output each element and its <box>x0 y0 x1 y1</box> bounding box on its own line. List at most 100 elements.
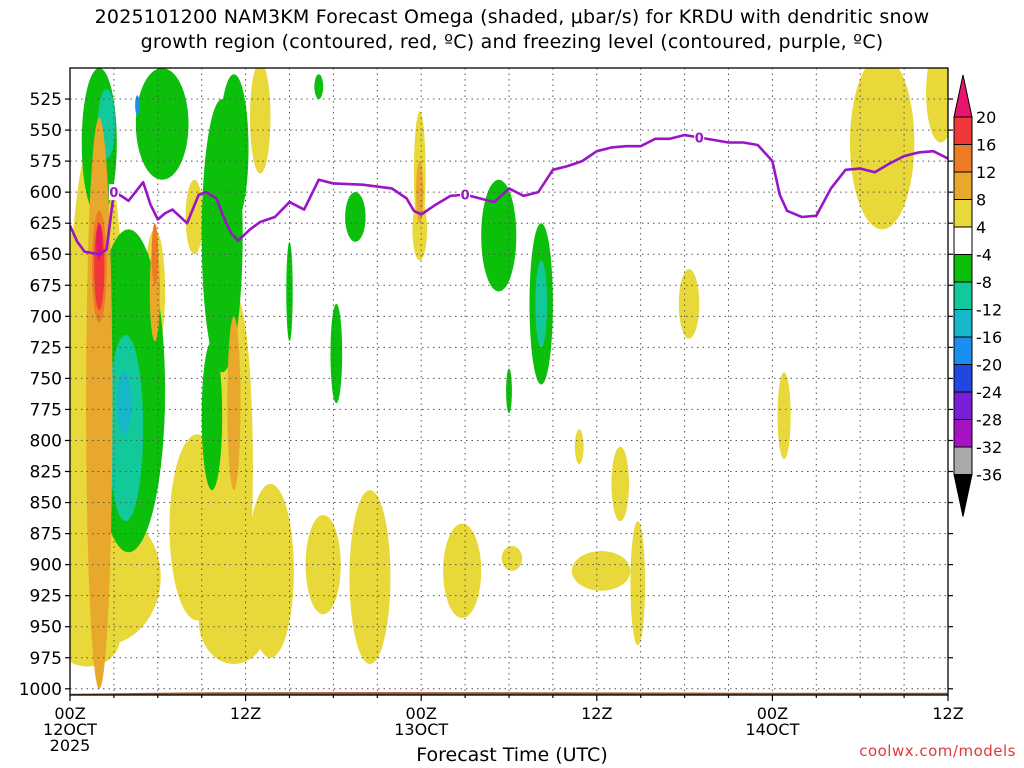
omega-region-4-12 <box>501 546 523 571</box>
freezing-level-label-bg <box>460 186 471 203</box>
omega-region-20-50 <box>96 223 103 261</box>
y-tick-label: 750 <box>30 369 62 389</box>
omega-region-4-18 <box>777 372 791 460</box>
x-tick-label: 14OCT <box>745 720 799 739</box>
omega-region-4-21 <box>249 68 271 174</box>
x-tick-label: 12OCT <box>43 720 97 739</box>
colorbar-label: -4 <box>976 246 992 265</box>
omega-region--4-26 <box>219 74 249 224</box>
colorbar-label: 12 <box>976 163 996 182</box>
x-tick-label: 2025 <box>50 736 91 755</box>
y-tick-label: 850 <box>30 494 62 514</box>
omega-region-4-8 <box>247 483 294 658</box>
x-tick-label: 00Z <box>757 704 788 723</box>
colorbar-segment <box>953 391 973 420</box>
y-tick-label: 900 <box>30 556 62 576</box>
x-tick-label: 12Z <box>581 704 612 723</box>
omega-region-12-48 <box>151 223 159 286</box>
omega-region-8-45 <box>227 316 241 491</box>
omega-region-8-46 <box>416 161 424 224</box>
x-tick-label: 12Z <box>230 704 261 723</box>
y-tick-label: 975 <box>30 649 62 669</box>
freezing-level-label-bg <box>694 129 705 146</box>
x-tick-label: 00Z <box>406 704 437 723</box>
x-tick-label: 00Z <box>54 704 85 723</box>
x-tick-label: 13OCT <box>394 720 448 739</box>
omega-region-8-43 <box>86 117 113 689</box>
x-tick-label: 12Z <box>932 704 963 723</box>
y-tick-label: 775 <box>30 400 62 420</box>
omega-region-4-23 <box>926 68 948 143</box>
omega-region-4-17 <box>678 269 700 339</box>
colorbar-segment <box>953 309 973 338</box>
y-tick-label: 675 <box>30 276 62 296</box>
colorbar-segment <box>953 144 973 173</box>
y-tick-label: 550 <box>30 121 62 141</box>
omega-region-4-10 <box>349 490 391 664</box>
colorbar-bottom-triangle <box>953 474 973 517</box>
colorbar-label: -16 <box>976 328 1002 347</box>
terrain-surface <box>70 692 948 695</box>
omega-region--16-42 <box>135 95 140 116</box>
colorbar-label: -32 <box>976 438 1002 457</box>
gridlines <box>70 68 948 695</box>
omega-region-4-14 <box>630 521 646 646</box>
y-tick-label: 700 <box>30 307 62 327</box>
y-tick-label: 600 <box>30 183 62 203</box>
x-axis-title: Forecast Time (UTC) <box>416 744 608 766</box>
colorbar-segment <box>953 254 973 283</box>
y-tick-label: 725 <box>30 338 62 358</box>
omega-region--4-27 <box>201 341 223 491</box>
colorbar-segment <box>953 364 973 393</box>
omega-region-4-24 <box>185 179 204 255</box>
y-tick-label: 925 <box>30 587 62 607</box>
omega-region--4-37 <box>314 74 324 100</box>
y-tick-label: 950 <box>30 618 62 638</box>
omega-region--12-41 <box>116 372 132 435</box>
y-tick-label: 525 <box>30 90 62 110</box>
omega-region-4-13 <box>571 550 631 591</box>
colorbar-label: 8 <box>976 191 986 210</box>
chart-title-line-1: 2025101200 NAM3KM Forecast Omega (shaded… <box>94 6 930 28</box>
colorbar-segment <box>953 116 973 145</box>
colorbar-label: 20 <box>976 108 996 127</box>
colorbar-segment <box>953 419 973 448</box>
omega-region--4-32 <box>330 303 343 404</box>
omega-region--8-40 <box>535 260 548 348</box>
colorbar-label: -20 <box>976 356 1002 375</box>
omega-region--4-34 <box>481 179 517 292</box>
omega-region-4-11 <box>443 523 482 619</box>
colorbar-segment <box>953 171 973 200</box>
freezing-level-layer: 0 0 0 <box>70 129 948 256</box>
freezing-level-label-bg <box>108 184 119 201</box>
omega-region--4-33 <box>345 192 366 242</box>
colorbar-label: -8 <box>976 273 992 292</box>
colorbar-segment <box>953 446 973 475</box>
surface-terrain <box>70 692 948 695</box>
y-tick-label: 575 <box>30 152 62 172</box>
y-tick-label: 875 <box>30 525 62 545</box>
freezing-level-label: 0 <box>109 186 118 201</box>
omega-region-4-16 <box>574 429 584 465</box>
omega-region-4-22 <box>849 68 915 230</box>
colorbar: 20 16 12 8 4 -4 -8 -12 -16 -20 -24 -28 -32 -36 <box>953 74 1002 517</box>
colorbar-segment <box>953 199 973 228</box>
freezing-level-label: 0 <box>461 189 470 204</box>
site-credit: coolwx.com/models <box>859 742 1016 760</box>
colorbar-label: 4 <box>976 218 986 237</box>
colorbar-label: -36 <box>976 466 1002 485</box>
y-tick-label: 800 <box>30 431 62 451</box>
colorbar-segment <box>953 336 973 365</box>
omega-region-4-15 <box>611 446 629 522</box>
chart-title-line-2: growth region (contoured, red, ºC) and f… <box>140 31 884 53</box>
y-tick-label: 825 <box>30 463 62 483</box>
colorbar-label: -12 <box>976 301 1002 320</box>
y-axis: 525 550 575 600 625 650 675 700 725 750 775 800 825 8… <box>19 90 953 700</box>
colorbar-label: -24 <box>976 383 1002 402</box>
freezing-level-label: 0 <box>695 132 704 147</box>
omega-region--4-28 <box>135 68 189 180</box>
y-tick-label: 625 <box>30 214 62 234</box>
omega-region--4-31 <box>286 241 293 342</box>
